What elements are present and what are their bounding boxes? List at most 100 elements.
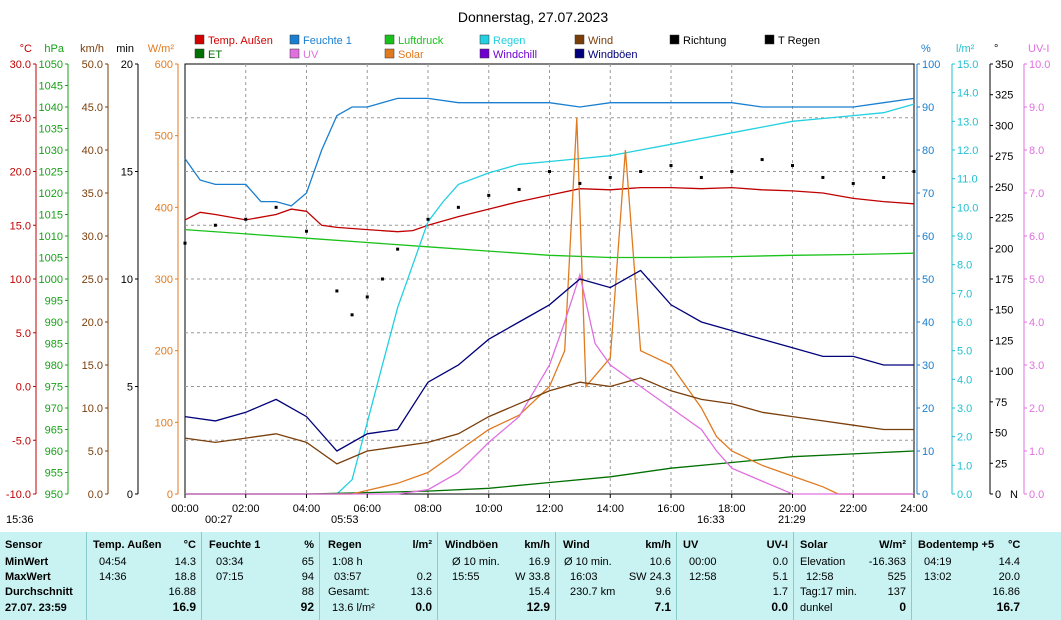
col-sensor: Sensor MinWert MaxWert Durchschnitt 27.0…	[0, 532, 86, 620]
axis-tick-label: 9.0	[1029, 102, 1044, 114]
series-richtung-point	[821, 175, 825, 179]
boden-min-time: 04:19	[924, 556, 952, 568]
feuchte-avg: 88	[301, 586, 314, 598]
series-richtung-point	[578, 181, 582, 185]
series-richtung-point	[365, 295, 369, 299]
series-luftdruck-line	[184, 228, 915, 259]
stats-table: Sensor MinWert MaxWert Durchschnitt 27.0…	[0, 532, 1061, 620]
x-tick-label: 14:00	[596, 503, 624, 515]
legend-label-temp-au-en: Temp. Außen	[208, 35, 273, 47]
legend-label-regen: Regen	[493, 35, 525, 47]
col-feuchte: Feuchte 1 % 03:34 65 07:15 94 88 92	[201, 532, 320, 620]
axis-tick-label: 5	[127, 382, 133, 394]
time-marker-label: 16:33	[697, 514, 725, 526]
temp-current: 16.9	[172, 600, 196, 614]
axis-tick-label: 0	[127, 489, 133, 501]
axis-tick-label: 960	[45, 446, 63, 458]
axis-tick-label: 1045	[39, 81, 63, 93]
uv-header: UV	[683, 539, 699, 551]
axis-tick-label: 10.0	[10, 274, 31, 286]
legend-label-luftdruck: Luftdruck	[398, 35, 444, 47]
legend-label-windchill: Windchill	[493, 49, 537, 61]
boden-max: 20.0	[998, 571, 1020, 583]
wind-r3-label: 230.7 km	[570, 586, 616, 598]
axis-unit-w-m: W/m²	[148, 43, 175, 55]
time-marker-label: 05:53	[331, 514, 359, 526]
axis-unit-min: min	[116, 43, 134, 55]
time-marker-label: 21:29	[778, 514, 806, 526]
axis-tick-label: 15.0	[82, 360, 103, 372]
boden-unit: °C	[1008, 539, 1021, 551]
series-richtung-point	[456, 205, 460, 209]
axis-tick-label: 50.0	[82, 59, 103, 71]
windboeen-r2-label: 15:55	[452, 571, 480, 583]
time-marker-label: 00:27	[205, 514, 233, 526]
legend-swatch-feuchte-1	[289, 34, 300, 45]
regen-r4-label: 13.6 l/m²	[332, 602, 375, 614]
axis-tick-label: 20.0	[82, 317, 103, 329]
windboeen-r2-val: W 33.8	[515, 571, 550, 583]
series-richtung-point	[669, 164, 673, 168]
axis-tick-label: 955	[45, 468, 63, 480]
windboeen-current: 12.9	[526, 600, 550, 614]
axis-tick-label: 25	[995, 458, 1007, 470]
temp-max: 18.8	[174, 571, 196, 583]
legend-label-solar: Solar	[398, 49, 424, 61]
axis-tick-label: 35.0	[82, 188, 103, 200]
axis-tick-label: 14.0	[957, 88, 978, 100]
axis-tick-label: 300	[995, 120, 1013, 132]
axis-tick-label: 200	[155, 346, 173, 358]
axis-tick-label: -5.0	[12, 435, 31, 447]
axis-tick-label: 5.0	[88, 446, 103, 458]
uv-current: 0.0	[771, 600, 788, 614]
legend-swatch-windb-en	[574, 48, 585, 59]
x-tick-label: 20:00	[779, 503, 807, 515]
temp-min: 14.3	[174, 556, 196, 568]
solar-r1-val: -16.363	[868, 556, 906, 568]
series-temp-au-en-line	[184, 186, 915, 233]
wind-unit: km/h	[645, 539, 671, 551]
temp-min-time: 04:54	[99, 556, 127, 568]
axis-tick-label: 300	[155, 274, 173, 286]
axis-tick-label: 1035	[39, 124, 63, 136]
x-tick-label: 24:00	[900, 503, 928, 515]
series-richtung-point	[730, 170, 734, 173]
axis-tick-label: 950	[45, 489, 63, 501]
feuchte-unit: %	[304, 539, 314, 551]
series-richtung-point	[305, 229, 308, 233]
windboeen-r1-label: Ø 10 min.	[452, 556, 500, 568]
solar-unit: W/m²	[879, 539, 906, 551]
solar-r2-val: 525	[887, 571, 906, 583]
series-richtung-point	[396, 247, 400, 251]
feuchte-max: 94	[301, 571, 314, 583]
series-richtung-point	[699, 175, 703, 179]
temp-header: Temp. Außen	[93, 539, 162, 551]
axis-tick-label: 50	[995, 428, 1007, 440]
axis-tick-label: 20.0	[10, 167, 31, 179]
x-tick-label: 06:00	[353, 503, 381, 515]
row-avg: Durchschnitt	[5, 586, 73, 598]
axis-tick-label: 7.0	[1029, 188, 1044, 200]
series-richtung-point	[639, 170, 643, 173]
x-tick-label: 12:00	[536, 503, 564, 515]
axis-tick-label: 1010	[39, 231, 63, 243]
grid	[185, 64, 914, 494]
series-richtung-point	[487, 193, 491, 197]
series-richtung-point	[760, 158, 764, 162]
chart-title: Donnerstag, 27.07.2023	[458, 9, 608, 25]
axis-tick-label: 100	[922, 59, 940, 71]
windboeen-header: Windböen	[445, 539, 499, 551]
axis-tick-label: 5.0	[1029, 274, 1044, 286]
series-richtung-point	[882, 175, 886, 179]
axis-tick-label: 20	[121, 59, 133, 71]
axis-tick-label: 500	[155, 131, 173, 143]
axis-tick-label: 10.0	[1029, 59, 1050, 71]
axis-unit-right: °	[994, 43, 998, 55]
series-richtung-point	[851, 181, 855, 185]
col-regen: Regen l/m² 1:08 h 03:57 0.2 Gesamt: 13.6…	[319, 532, 438, 620]
boden-avg: 16.86	[992, 586, 1020, 598]
axis-tick-label: 13.0	[957, 116, 978, 128]
uv-unit: UV-I	[766, 539, 788, 551]
legend-swatch-wind	[574, 34, 585, 45]
row-current: 27.07. 23:59	[5, 602, 67, 614]
